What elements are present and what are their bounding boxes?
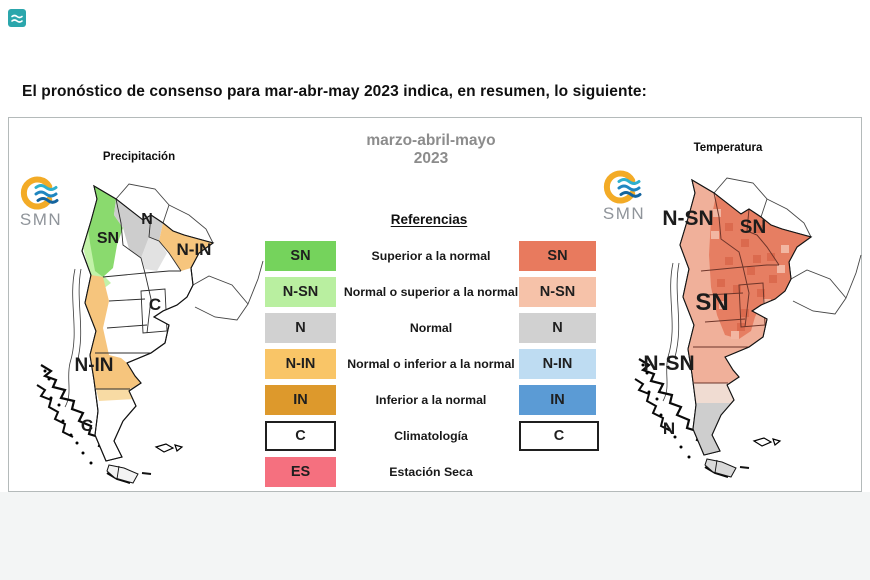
map-label-nin-ne: N-IN xyxy=(177,240,212,259)
map-label-nsn-south: N-SN xyxy=(643,352,694,375)
temperature-map: N-SN SN SN N-SN N xyxy=(633,177,862,479)
page-title: El pronóstico de consenso para mar-abr-m… xyxy=(22,83,647,100)
region-n-south xyxy=(680,403,811,455)
temp-swatch-nsn: N-SN xyxy=(519,277,596,307)
region-fade xyxy=(689,383,735,403)
precip-swatch-nin: N-IN xyxy=(265,349,336,379)
legend-row: N-SN Normal o superior a la normal N-SN xyxy=(9,277,861,307)
precipitation-map: SN N N-IN C N-IN C xyxy=(35,183,264,485)
map-label-n: N xyxy=(141,211,153,228)
legend-row: ES Estación Seca xyxy=(9,457,861,487)
region-sn-dark xyxy=(709,191,811,339)
map-label-nsn-nw: N-SN xyxy=(662,207,713,230)
legend-label: Climatología xyxy=(394,429,468,443)
region-nin-west-south xyxy=(85,275,141,389)
region-n-light xyxy=(141,237,167,271)
smn-logo-icon xyxy=(20,176,59,210)
precip-swatch-sn: SN xyxy=(265,241,336,271)
legend-label: Inferior a la normal xyxy=(375,393,487,407)
bottom-strip xyxy=(0,492,870,580)
temp-swatch-sn: SN xyxy=(519,241,596,271)
temp-swatch-nin: N-IN xyxy=(519,349,596,379)
map-label-nin-south: N-IN xyxy=(74,355,113,376)
legend-row: IN Inferior a la normal IN xyxy=(9,385,861,415)
legend-row: N-IN Normal o inferior a la normal N-IN xyxy=(9,349,861,379)
precipitation-map-title: Precipitación xyxy=(102,151,176,163)
temp-swatch-c: C xyxy=(519,421,599,451)
legend-label: Superior a la normal xyxy=(371,249,491,263)
legend-row: C Climatología C xyxy=(9,421,861,451)
map-label-sn-center: SN xyxy=(695,289,728,316)
precip-swatch-c: C xyxy=(265,421,336,451)
smn-logo-icon xyxy=(603,170,642,204)
legend-row: SN Superior a la normal SN xyxy=(9,241,861,271)
temperature-map-title: Temperatura xyxy=(693,142,763,154)
precip-swatch-n: N xyxy=(265,313,336,343)
precip-swatch-es: ES xyxy=(265,457,336,487)
map-label-n-south: N xyxy=(663,419,675,438)
region-nin-pale xyxy=(96,389,135,401)
legend-row: N Normal N xyxy=(9,313,861,343)
smn-logo-text: SMN xyxy=(19,210,63,229)
smn-favicon-icon xyxy=(8,9,26,27)
forecast-panel: marzo-abril-mayo 2023 Referencias SN Sup… xyxy=(8,117,862,492)
references-heading: Referencias xyxy=(390,212,468,227)
period-heading: marzo-abril-mayo 2023 xyxy=(331,132,531,168)
temp-swatch-n: N xyxy=(519,313,596,343)
map-label-c-south: C xyxy=(81,416,93,435)
region-sn xyxy=(87,186,123,277)
legend-label: Normal xyxy=(409,321,453,335)
precip-swatch-in: IN xyxy=(265,385,336,415)
precip-swatch-nsn: N-SN xyxy=(265,277,336,307)
region-n xyxy=(114,199,163,258)
region-nin-northeast xyxy=(159,223,213,271)
map-label-c-center: C xyxy=(149,295,161,314)
legend-label: Normal o superior a la normal xyxy=(343,285,519,299)
period-line2: 2023 xyxy=(413,150,449,167)
smn-logo-text: SMN xyxy=(602,204,646,223)
temp-swatch-in: IN xyxy=(519,385,596,415)
map-label-sn-ne: SN xyxy=(740,217,766,238)
map-label-sn: SN xyxy=(97,230,119,247)
mosaic-dark xyxy=(717,223,777,331)
period-line1: marzo-abril-mayo xyxy=(366,132,496,149)
legend-label: Estación Seca xyxy=(389,465,473,479)
legend-label: Normal o inferior a la normal xyxy=(347,357,515,371)
